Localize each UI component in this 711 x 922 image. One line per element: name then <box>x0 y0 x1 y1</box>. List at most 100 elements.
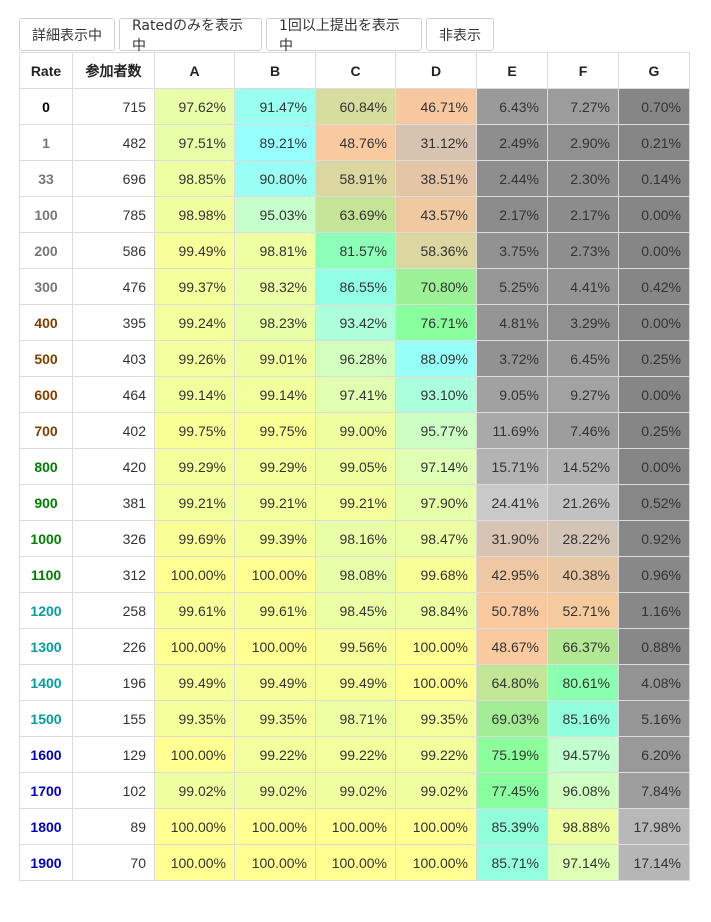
table-row: 1100 312 100.00% 100.00% 98.08% 99.68% 42.95% 4… <box>19 556 690 593</box>
solve-rate-cell-c: 48.76% <box>315 124 396 161</box>
solve-rate-cell-d: 58.36% <box>395 232 477 269</box>
solve-rate-cell-a: 99.35% <box>154 700 235 737</box>
solve-rate-cell-b: 99.21% <box>234 484 316 521</box>
table-row: 1300 226 100.00% 100.00% 99.56% 100.00% 48.67%… <box>19 628 690 665</box>
participant-count-cell: 464 <box>72 376 155 413</box>
solve-rate-cell-g: 0.25% <box>618 412 690 449</box>
header-problem-e[interactable]: E <box>476 52 548 89</box>
participant-count-cell: 402 <box>72 412 155 449</box>
participant-count-cell: 226 <box>72 628 155 665</box>
rate-cell: 1800 <box>19 808 73 845</box>
table-row: 1900 70 100.00% 100.00% 100.00% 100.00% 85.71%… <box>19 844 690 881</box>
rate-cell: 1300 <box>19 628 73 665</box>
solve-rate-cell-a: 98.85% <box>154 160 235 197</box>
submitted-once-toggle-button[interactable]: 1回以上提出を表示中 <box>266 18 422 54</box>
header-participants[interactable]: 参加者数 <box>72 52 155 89</box>
solve-rate-cell-b: 99.39% <box>234 520 316 557</box>
solve-rate-cell-c: 93.42% <box>315 304 396 341</box>
solve-rate-cell-c: 99.22% <box>315 736 396 773</box>
solve-rate-cell-b: 100.00% <box>234 628 316 665</box>
table-row: 1500 155 99.35% 99.35% 98.71% 99.35% 69.03% 85.… <box>19 700 690 737</box>
solve-rate-cell-d: 76.71% <box>395 304 477 341</box>
table-row: 600 464 99.14% 99.14% 97.41% 93.10% 9.05% 9.27%… <box>19 376 690 413</box>
rate-cell: 1600 <box>19 736 73 773</box>
rate-cell: 1 <box>19 124 73 161</box>
solve-rate-cell-c: 60.84% <box>315 88 396 125</box>
rate-cell: 900 <box>19 484 73 521</box>
solve-rate-cell-a: 99.29% <box>154 448 235 485</box>
solve-rate-cell-f: 52.71% <box>547 592 619 629</box>
solve-rate-cell-b: 98.81% <box>234 232 316 269</box>
rated-only-toggle-button[interactable]: Ratedのみを表示中 <box>119 18 262 54</box>
solve-rate-cell-a: 99.75% <box>154 412 235 449</box>
participant-count-cell: 312 <box>72 556 155 593</box>
rate-cell: 600 <box>19 376 73 413</box>
solve-rate-cell-c: 99.00% <box>315 412 396 449</box>
solve-rate-cell-g: 17.14% <box>618 844 690 881</box>
solve-rate-cell-g: 0.00% <box>618 304 690 341</box>
solve-rate-cell-g: 0.70% <box>618 88 690 125</box>
header-problem-a[interactable]: A <box>154 52 235 89</box>
table-row: 0 715 97.62% 91.47% 60.84% 46.71% 6.43% 7.27% 0.… <box>19 88 690 125</box>
solve-rate-cell-b: 89.21% <box>234 124 316 161</box>
table-row: 1 482 97.51% 89.21% 48.76% 31.12% 2.49% 2.90% 0.… <box>19 124 690 161</box>
solve-rate-cell-f: 6.45% <box>547 340 619 377</box>
rate-cell: 33 <box>19 160 73 197</box>
solve-rate-cell-a: 99.49% <box>154 232 235 269</box>
solve-rate-cell-c: 98.08% <box>315 556 396 593</box>
solve-rate-cell-c: 98.71% <box>315 700 396 737</box>
solve-rate-cell-d: 43.57% <box>395 196 477 233</box>
solve-rate-cell-f: 2.17% <box>547 196 619 233</box>
header-problem-b[interactable]: B <box>234 52 316 89</box>
solve-rate-cell-b: 100.00% <box>234 808 316 845</box>
solve-rate-cell-c: 96.28% <box>315 340 396 377</box>
participant-count-cell: 482 <box>72 124 155 161</box>
solve-rate-cell-g: 5.16% <box>618 700 690 737</box>
solve-rate-cell-b: 99.29% <box>234 448 316 485</box>
solve-rate-cell-d: 88.09% <box>395 340 477 377</box>
rate-cell: 100 <box>19 196 73 233</box>
hide-button[interactable]: 非表示 <box>426 18 494 51</box>
header-rate[interactable]: Rate <box>19 52 73 89</box>
header-problem-d[interactable]: D <box>395 52 477 89</box>
solve-rate-cell-g: 0.88% <box>618 628 690 665</box>
rate-cell: 0 <box>19 88 73 125</box>
solve-rate-cell-d: 100.00% <box>395 664 477 701</box>
solve-rate-cell-f: 14.52% <box>547 448 619 485</box>
solve-rate-cell-g: 0.14% <box>618 160 690 197</box>
table-row: 300 476 99.37% 98.32% 86.55% 70.80% 5.25% 4.41%… <box>19 268 690 305</box>
detail-view-toggle-button[interactable]: 詳細表示中 <box>19 18 115 51</box>
solve-rate-cell-e: 75.19% <box>476 736 548 773</box>
solve-rate-cell-c: 99.02% <box>315 772 396 809</box>
solve-rate-cell-a: 97.51% <box>154 124 235 161</box>
solve-rate-cell-e: 48.67% <box>476 628 548 665</box>
solve-rate-cell-b: 99.35% <box>234 700 316 737</box>
solve-rate-cell-f: 80.61% <box>547 664 619 701</box>
header-problem-g[interactable]: G <box>618 52 690 89</box>
table-row: 900 381 99.21% 99.21% 99.21% 97.90% 24.41% 21.2… <box>19 484 690 521</box>
solve-rate-cell-d: 99.22% <box>395 736 477 773</box>
solve-rate-cell-g: 0.52% <box>618 484 690 521</box>
solve-rate-cell-g: 6.20% <box>618 736 690 773</box>
solve-rate-cell-a: 100.00% <box>154 736 235 773</box>
solve-rate-cell-b: 99.75% <box>234 412 316 449</box>
solve-rate-cell-b: 91.47% <box>234 88 316 125</box>
participant-count-cell: 785 <box>72 196 155 233</box>
participant-count-cell: 155 <box>72 700 155 737</box>
rate-cell: 400 <box>19 304 73 341</box>
solve-rate-cell-e: 42.95% <box>476 556 548 593</box>
solve-rate-cell-d: 99.68% <box>395 556 477 593</box>
solve-rate-cell-g: 0.42% <box>618 268 690 305</box>
header-problem-f[interactable]: F <box>547 52 619 89</box>
header-problem-c[interactable]: C <box>315 52 396 89</box>
rate-cell: 1000 <box>19 520 73 557</box>
solve-rate-cell-e: 9.05% <box>476 376 548 413</box>
solve-rate-cell-f: 9.27% <box>547 376 619 413</box>
solve-rate-cell-f: 2.30% <box>547 160 619 197</box>
solve-rate-cell-g: 0.00% <box>618 376 690 413</box>
solve-rate-cell-d: 38.51% <box>395 160 477 197</box>
solve-rate-cell-b: 95.03% <box>234 196 316 233</box>
solve-rate-cell-e: 85.71% <box>476 844 548 881</box>
solve-rate-cell-g: 0.00% <box>618 448 690 485</box>
solve-rate-cell-b: 98.32% <box>234 268 316 305</box>
